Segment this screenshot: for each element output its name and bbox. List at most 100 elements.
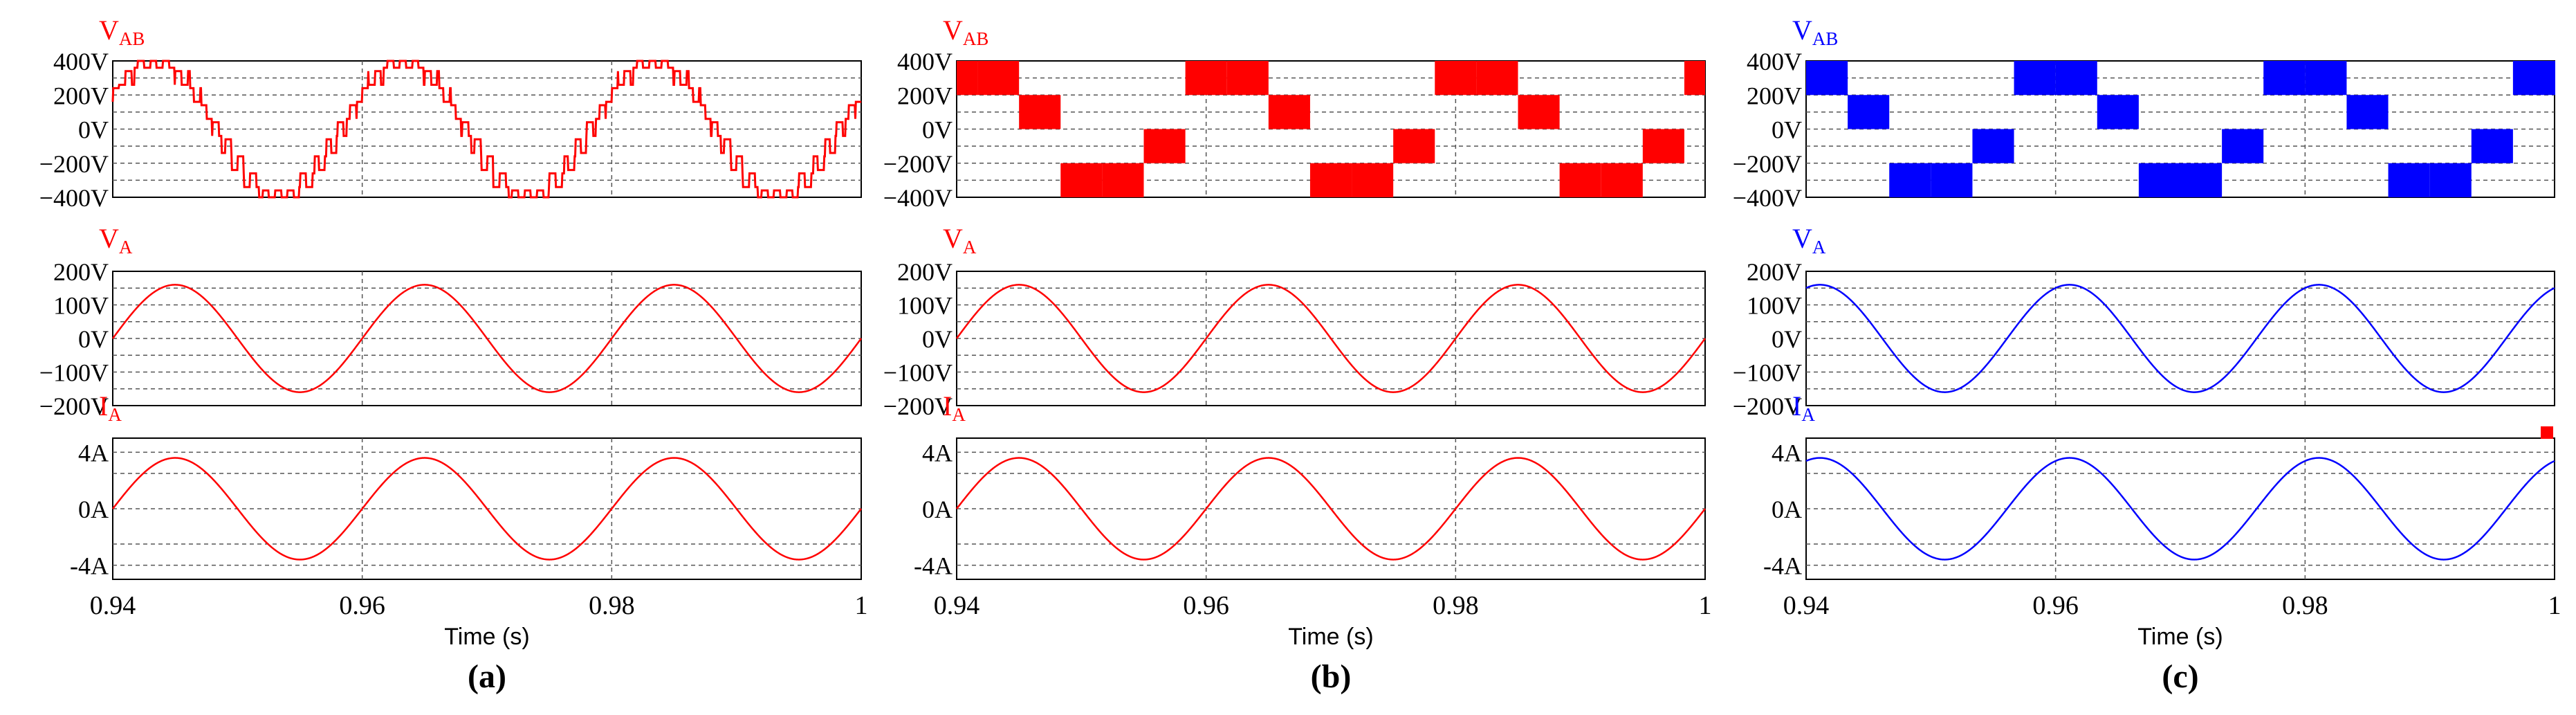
y-tick-label: 0V [1772, 325, 1802, 353]
series-band-vab [2014, 61, 2056, 96]
y-tick-label: −100V [883, 359, 953, 387]
y-tick-label: 4A [922, 439, 953, 467]
y-tick-label: 0V [922, 116, 953, 144]
y-tick-label: 0A [1772, 496, 1802, 523]
y-tick-label: −400V [883, 184, 953, 212]
series-band-vab [2388, 163, 2430, 197]
series-band-vab [2471, 129, 2513, 163]
plot-ia: IA 4A 0A -4A [70, 390, 862, 580]
x-tick-label: 0.98 [2282, 591, 2328, 620]
plot-title: IA [99, 390, 122, 425]
plot-title-main: V [1792, 223, 1812, 254]
series-band-vab [1518, 95, 1560, 129]
series-band-vab [2180, 163, 2223, 197]
series-band-vab [1684, 61, 1705, 96]
y-tick-label: 100V [53, 292, 109, 320]
plot-title: VA [1792, 223, 1826, 257]
series-band-vab [2305, 61, 2347, 96]
x-tick-label: 0.98 [1433, 591, 1479, 620]
y-tick-label: 0V [78, 325, 109, 353]
y-tick-label: 400V [1747, 48, 1802, 75]
series-band-vab [1601, 163, 1643, 197]
series-line-va [1805, 284, 2555, 393]
plot-title: IA [1792, 390, 1815, 425]
series-band-vab [1102, 163, 1144, 197]
y-tick-label: 200V [53, 82, 109, 109]
x-tick-label: 0.96 [2032, 591, 2079, 620]
y-tick-label: -4A [914, 552, 953, 580]
y-tick-label: −200V [39, 150, 109, 178]
panel-label: (c) [2162, 658, 2198, 695]
series-line-ia [112, 457, 862, 561]
series-band-vab [2346, 95, 2389, 129]
plot-title-subscript: A [1801, 404, 1815, 425]
series-band-vab [1559, 163, 1601, 197]
series-band-vab [2512, 61, 2555, 96]
y-tick-label: 0A [78, 496, 109, 523]
y-tick-label: −200V [1733, 392, 1802, 420]
series-band-vab [1931, 163, 1973, 197]
x-tick-label: 0.94 [934, 591, 980, 620]
plot-title-subscript: AB [1812, 28, 1839, 49]
plot-title-main: V [943, 223, 963, 254]
series-band-vab [1642, 129, 1684, 163]
plot-title-subscript: A [952, 404, 966, 425]
x-tick-label: 0.96 [1183, 591, 1229, 620]
series-band-vab [2138, 163, 2180, 197]
y-tick-label: 200V [1747, 258, 1802, 286]
marker-square [2541, 426, 2553, 439]
y-tick-label: −200V [1733, 150, 1802, 178]
y-tick-label: −200V [883, 150, 953, 178]
y-tick-label: 100V [897, 292, 953, 320]
panel-a: VAB400V200V0V−200V−400VVA200V100V0V−100V… [39, 15, 868, 695]
y-tick-label: 4A [1772, 439, 1802, 467]
panel-label: (b) [1311, 658, 1352, 695]
plot-title-main: V [943, 15, 963, 46]
plot-title: IA [943, 390, 966, 425]
plot-title: VAB [943, 15, 988, 49]
series-band-vab [2263, 61, 2306, 96]
series-band-vab [1268, 95, 1310, 129]
y-tick-label: −400V [39, 184, 109, 212]
series-band-vab [2055, 61, 2097, 96]
series-band-vab [1309, 163, 1352, 197]
plot-title-main: I [99, 390, 108, 422]
plot-title-subscript: A [119, 237, 133, 257]
x-tick-label: 1 [1699, 591, 1712, 620]
panel-label: (a) [468, 658, 506, 695]
y-tick-label: 200V [53, 258, 109, 286]
series-line-va [111, 284, 863, 393]
y-tick-label: 200V [1747, 82, 1802, 109]
x-tick-label: 0.94 [90, 591, 136, 620]
series-band-vab [2222, 129, 2264, 163]
series-band-vab [1848, 95, 1890, 129]
y-tick-label: −100V [39, 359, 109, 387]
y-tick-label: −400V [1733, 184, 1802, 212]
plot-title: VA [943, 223, 977, 257]
plot-ia: IA 4A 0A -4A [1763, 390, 2555, 580]
plot-title-main: V [1792, 15, 1812, 46]
y-tick-label: -4A [1763, 552, 1802, 580]
panel-c: VAB400V200V0V−200V−400VVA200V100V0V−100V… [1733, 15, 2561, 695]
plot-title-subscript: AB [119, 28, 145, 49]
series-band-vab [1226, 61, 1269, 96]
y-tick-label: 0V [922, 325, 953, 353]
series-band-vab [1393, 129, 1435, 163]
plot-title-main: I [1792, 390, 1801, 422]
y-tick-label: 0V [78, 116, 109, 144]
series-band-vab [1060, 163, 1103, 197]
y-tick-label: −200V [883, 392, 953, 420]
x-axis-title: Time (s) [2137, 624, 2223, 650]
y-tick-label: −100V [1733, 359, 1802, 387]
plot-title: VA [99, 223, 133, 257]
series-line-vab [111, 60, 861, 199]
x-tick-label: 0.98 [589, 591, 635, 620]
y-tick-label: −200V [39, 392, 109, 420]
series-band-vab [1435, 61, 1477, 96]
